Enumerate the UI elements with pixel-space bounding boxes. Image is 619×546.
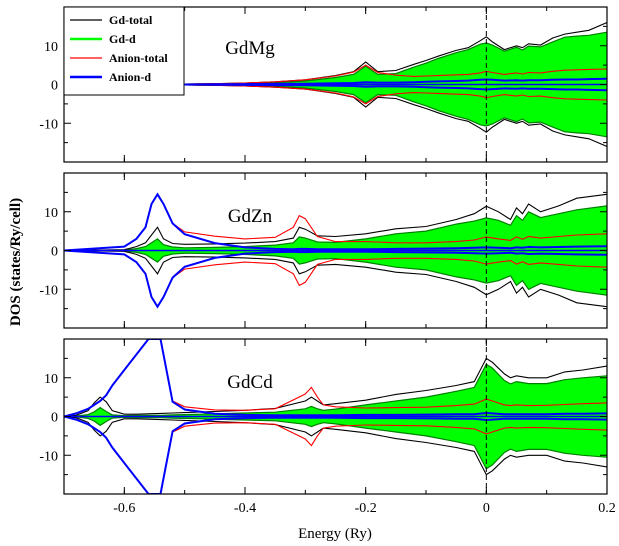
y-tick-label: -10 xyxy=(39,449,58,464)
anion-total-line xyxy=(64,83,607,105)
anion-d-line xyxy=(64,249,607,309)
panel-plot-area xyxy=(64,21,607,148)
y-axis-label: DOS (states/Ry/cell) xyxy=(8,198,24,326)
panel-title: GdZn xyxy=(228,206,273,227)
gd-d-edge-line xyxy=(64,31,607,86)
legend-label: Anion-total xyxy=(109,51,168,65)
x-tick-label: -0.2 xyxy=(355,501,377,516)
gd-total-line xyxy=(64,249,607,308)
y-tick-label: -10 xyxy=(39,117,58,132)
panel-title: GdCd xyxy=(227,372,273,393)
legend: Gd-total Gd-d Anion-total Anion-d xyxy=(63,6,185,96)
y-tick-label: 10 xyxy=(44,40,58,55)
y-tick-label: 10 xyxy=(44,372,58,387)
x-tick-label: -0.4 xyxy=(234,501,256,516)
legend-label: Gd-d xyxy=(109,32,136,46)
x-tick-label: 0.2 xyxy=(598,501,616,516)
panel-plot-area xyxy=(64,339,607,494)
x-tick-label: 0 xyxy=(483,501,490,516)
x-axis-label: Energy (Ry) xyxy=(298,526,372,542)
gd-total-line xyxy=(64,357,607,418)
panel-title: GdMg xyxy=(225,38,275,59)
gd-total-line xyxy=(64,415,607,476)
anion-d-line xyxy=(64,192,607,252)
anion-d-line xyxy=(64,415,607,494)
legend-label: Gd-total xyxy=(109,13,153,27)
panel-gdmg: 10 0 -10 GdMg xyxy=(39,6,608,163)
panel-gdzn: 10 0 -10 GdZn xyxy=(39,172,608,329)
panel-gdcd: 10 0 -10 -0.6 -0.4 -0.2 0 0.2 GdCd xyxy=(39,338,616,516)
y-tick-label: 0 xyxy=(51,79,58,94)
y-tick-label: -10 xyxy=(39,283,58,298)
gd-d-edge-line xyxy=(64,249,607,296)
gd-d-edge-line xyxy=(64,415,607,470)
gd-d-edge-line xyxy=(64,363,607,418)
legend-label: Anion-d xyxy=(109,70,151,84)
anion-total-line xyxy=(64,64,607,86)
panel-plot-area xyxy=(64,192,607,309)
y-tick-label: 10 xyxy=(44,206,58,221)
gd-total-line xyxy=(64,193,607,252)
y-tick-label: 0 xyxy=(51,411,58,426)
gd-d-edge-line xyxy=(64,205,607,252)
legend-box xyxy=(63,6,185,96)
panels-group: 10 0 -10 GdMg 10 0 -10 GdZn 10 0 -10 -0.6 -0.4 -0.2 0 0… xyxy=(39,6,616,516)
gd-d-edge-line xyxy=(64,83,607,138)
anion-d-line xyxy=(64,339,607,418)
y-tick-label: 0 xyxy=(51,245,58,260)
x-tick-label: -0.6 xyxy=(113,501,135,516)
